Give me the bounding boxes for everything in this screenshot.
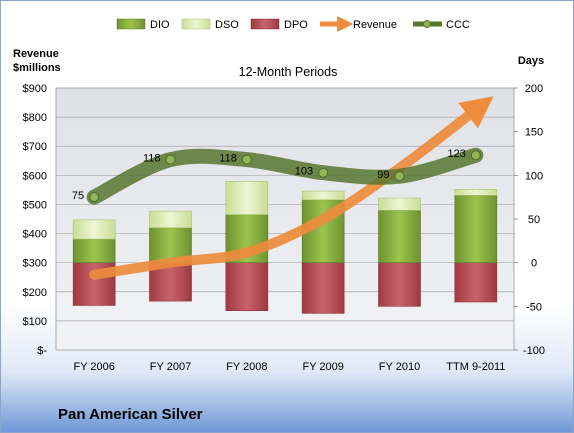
category-label: FY 2009: [302, 361, 343, 373]
left-tick-label: $100: [23, 316, 47, 328]
right-tick-label: 150: [525, 127, 543, 139]
ccc-data-label: 123: [447, 148, 465, 160]
revenue-line: [89, 96, 494, 280]
legend-label-dpo: DPO: [284, 19, 308, 31]
ccc-marker: [394, 171, 405, 182]
category-label: FY 2007: [150, 361, 191, 373]
legend-swatch-dio: [116, 18, 146, 30]
ccc-marker: [165, 154, 176, 165]
category-labels: FY 2006 FY 2007 FY 2008 FY 2009 FY 2010 TTM 9…: [73, 361, 505, 373]
left-axis-title-line2: $millions: [13, 62, 61, 74]
bar-dpo: [225, 262, 269, 311]
legend-swatch-dso: [181, 18, 211, 30]
plot-area: [55, 87, 515, 351]
left-axis-ticks: $- $100 $200 $300 $400 $500 $600 $700 $800 $900: [23, 83, 48, 357]
ccc-marker: [241, 154, 252, 165]
bar-dpo: [378, 262, 421, 307]
ccc-marker: [318, 167, 329, 178]
legend-label-revenue: Revenue: [353, 19, 397, 31]
right-axis-title: Days: [518, 55, 544, 67]
legend-label-ccc: CCC: [446, 19, 470, 31]
bar-dso: [301, 190, 345, 201]
left-tick-label: $700: [23, 141, 47, 153]
bar-dio: [72, 238, 116, 263]
ccc-series: 75 118 118 103 99 123: [72, 147, 484, 205]
legend-swatch-dpo: [250, 18, 280, 30]
right-tick-label: 200: [525, 83, 543, 95]
ccc-line: [86, 147, 484, 205]
ccc-data-label: 118: [219, 153, 237, 165]
bar-dso: [225, 181, 269, 215]
ccc-data-label: 99: [377, 169, 389, 181]
left-tick-label: $300: [23, 258, 47, 270]
revenue-series: [89, 96, 494, 280]
category-label: TTM 9-2011: [446, 361, 505, 373]
category-label: FY 2010: [379, 361, 420, 373]
left-tick-label: $200: [23, 287, 47, 299]
left-tick-label: $400: [23, 229, 47, 241]
left-axis-title-line1: Revenue: [13, 48, 59, 60]
right-tick-label: -100: [523, 345, 545, 357]
legend-label-dio: DIO: [150, 19, 170, 31]
chart-title: 12-Month Periods: [239, 65, 338, 79]
bar-dso: [378, 197, 421, 211]
ccc-data-label: 118: [143, 153, 161, 165]
right-tick-label: 0: [531, 258, 537, 270]
bar-dpo: [454, 262, 498, 303]
bar-dpo: [301, 262, 345, 314]
category-label: FY 2008: [226, 361, 267, 373]
ccc-data-label: 103: [295, 166, 313, 178]
bar-dso: [454, 189, 498, 196]
left-tick-label: $500: [23, 199, 47, 211]
left-tick-label: $-: [37, 345, 47, 357]
legend-label-dso: DSO: [215, 19, 239, 31]
right-tick-label: 50: [528, 214, 540, 226]
legend: DIO DSO DPO Revenue CCC: [116, 15, 470, 33]
ccc-marker: [89, 192, 100, 203]
left-tick-label: $600: [23, 170, 47, 182]
company-name: Pan American Silver: [58, 406, 203, 423]
right-tick-label: -50: [526, 301, 542, 313]
bar-dso: [72, 219, 116, 240]
left-tick-label: $900: [23, 83, 47, 95]
bar-dio: [454, 195, 498, 263]
right-axis-ticks: -100 -50 0 50 100 150 200: [514, 83, 545, 357]
bar-dio: [378, 209, 421, 263]
ccc-marker: [470, 150, 481, 161]
left-tick-label: $800: [23, 112, 47, 124]
ccc-data-label: 75: [72, 190, 84, 202]
category-label: FY 2006: [73, 361, 114, 373]
right-tick-label: 100: [525, 170, 543, 182]
bar-dso: [149, 210, 192, 229]
legend-marker-ccc: [423, 20, 431, 28]
